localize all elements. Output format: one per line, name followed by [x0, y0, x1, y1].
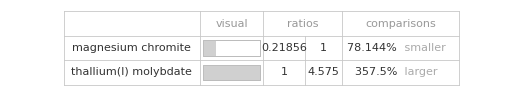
Text: comparisons: comparisons: [364, 19, 435, 29]
Text: smaller: smaller: [400, 43, 444, 53]
Text: 0.21856: 0.21856: [261, 43, 306, 53]
Text: visual: visual: [215, 19, 247, 29]
Text: 357.5%: 357.5%: [354, 67, 400, 77]
Bar: [203, 65, 260, 80]
Text: thallium(I) molybdate: thallium(I) molybdate: [71, 67, 192, 77]
Text: larger: larger: [400, 67, 436, 77]
Bar: [203, 40, 260, 56]
Bar: [203, 40, 215, 56]
Text: magnesium chromite: magnesium chromite: [72, 43, 191, 53]
Text: 78.144%: 78.144%: [347, 43, 400, 53]
Bar: [203, 40, 260, 56]
Text: ratios: ratios: [287, 19, 318, 29]
Text: 4.575: 4.575: [307, 67, 339, 77]
Text: 1: 1: [280, 67, 287, 77]
Bar: [203, 65, 260, 80]
Text: 1: 1: [320, 43, 326, 53]
Bar: [203, 65, 260, 80]
